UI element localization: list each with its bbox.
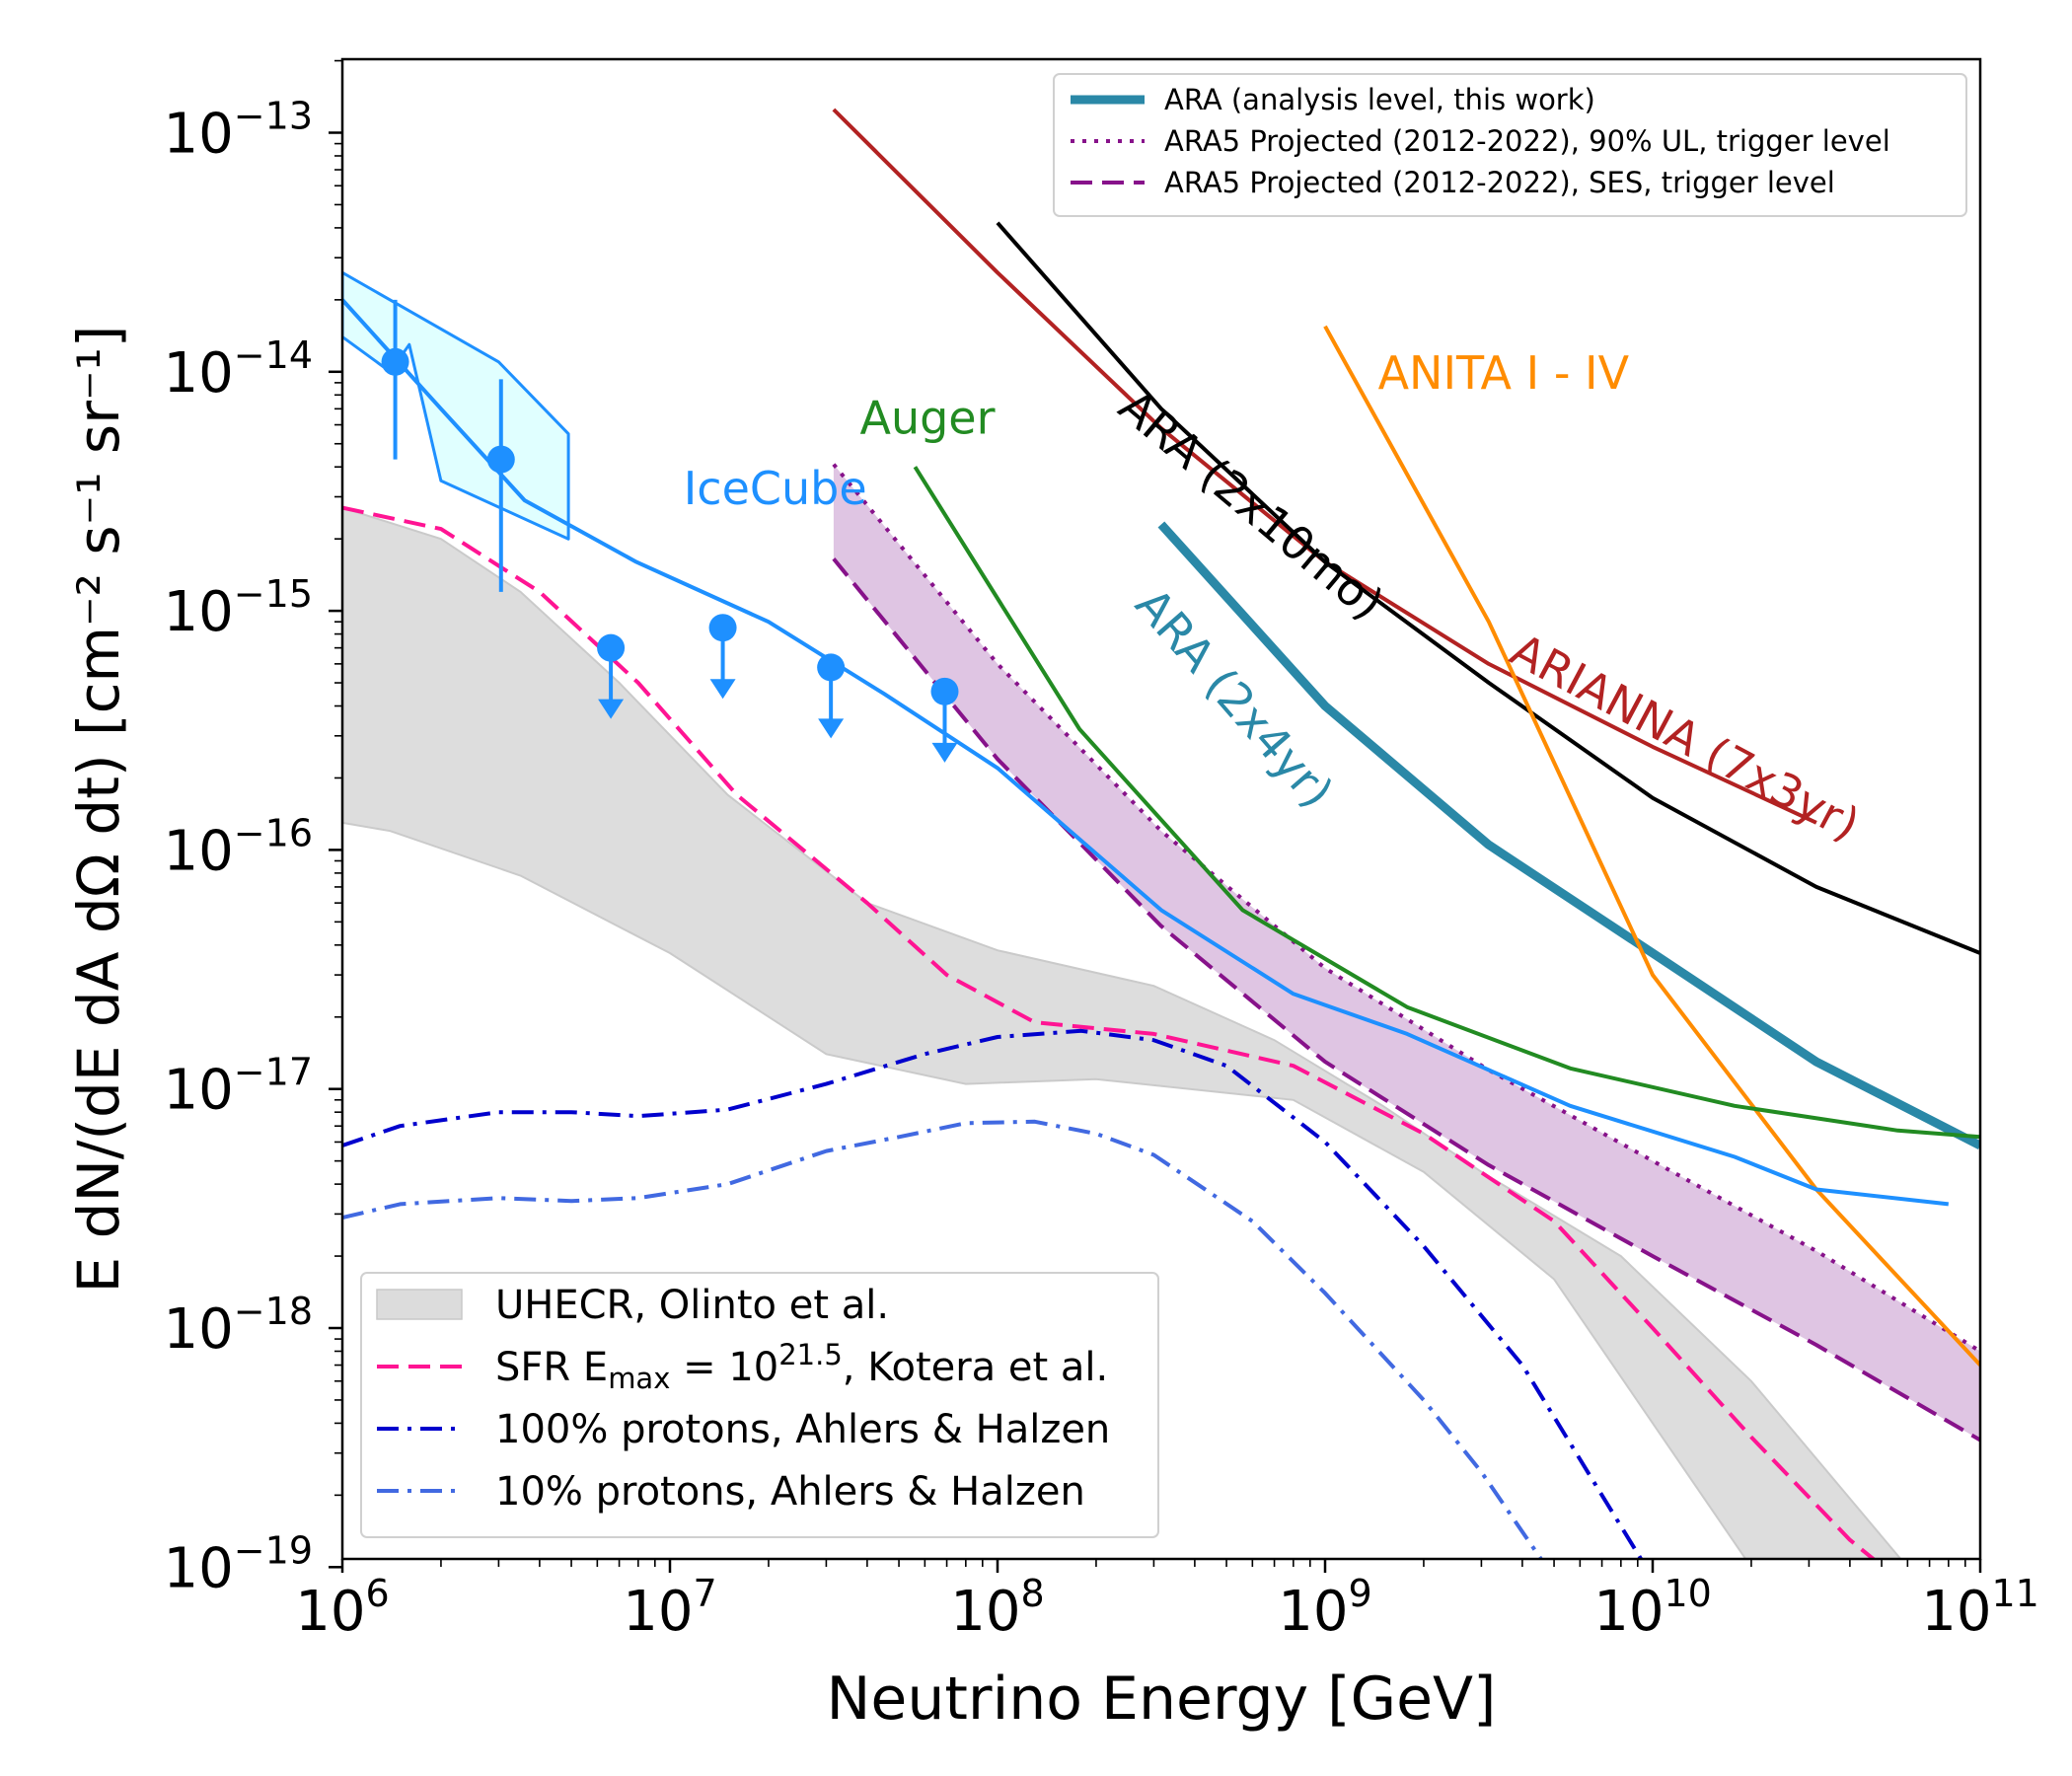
legend-bottom-label: 100% protons, Ahlers & Halzen bbox=[495, 1407, 1110, 1452]
annotation-icecube: IceCube bbox=[684, 462, 867, 515]
legend-bottom-frame bbox=[360, 1272, 1159, 1538]
axes: 106 107 108 109 1010 1011 10−13 10−14 10−15 10−16… bbox=[164, 59, 2039, 1644]
x-tick-label: 1011 bbox=[1921, 1572, 2039, 1644]
series-ara5-projected-2012-2022-ses-trigger-level bbox=[832, 557, 1980, 1443]
y-tick-label: 10−17 bbox=[164, 1051, 313, 1123]
legend-top-frame bbox=[1053, 73, 1967, 217]
y-tick-label: 10−19 bbox=[164, 1528, 313, 1600]
annotation-anita-i-iv: ANITA I - IV bbox=[1378, 346, 1630, 400]
icecube-upper-limit-arrow bbox=[818, 718, 845, 739]
icecube-upper-limit-arrow bbox=[598, 699, 625, 719]
series-auger bbox=[913, 466, 1980, 1140]
legend-bottom-label: UHECR, Olinto et al. bbox=[495, 1283, 889, 1328]
plot-frame bbox=[340, 57, 1982, 1561]
annotation-auger: Auger bbox=[859, 392, 995, 445]
y-axis-label: E dN/(dE dA dΩ dt) [cm⁻² s⁻¹ sr⁻¹] bbox=[65, 326, 132, 1294]
plot-area bbox=[342, 108, 1980, 1559]
icecube-upper-limit-arrow bbox=[931, 742, 958, 763]
series-ara5-projected-2012-2022-90-ul-trigger-level bbox=[832, 463, 1980, 1354]
series-icecube bbox=[342, 298, 1950, 1207]
series-anita-i-iv bbox=[1323, 325, 1980, 1367]
series-10-protons-ahlers-halzen bbox=[342, 1119, 1544, 1559]
legend-top-label: ARA5 Projected (2012-2022), SES, trigger… bbox=[1164, 166, 1835, 199]
y-tick-label: 10−14 bbox=[164, 333, 313, 406]
legend-bottom-label: 10% protons, Ahlers & Halzen bbox=[495, 1469, 1085, 1515]
icecube-data-point bbox=[381, 347, 409, 376]
band-ara5-projected-band bbox=[833, 464, 1980, 1441]
x-axis-label: Neutrino Energy [GeV] bbox=[827, 1665, 1497, 1734]
legend-bottom-swatch bbox=[376, 1289, 463, 1320]
icecube-fit-box bbox=[342, 270, 570, 541]
legend-bottom-label: SFR Emax = 1021.5, Kotera et al. bbox=[495, 1338, 1108, 1395]
y-tick-label: 10−18 bbox=[164, 1290, 313, 1362]
y-tick-label: 10−16 bbox=[164, 811, 313, 883]
series-ara-analysis-level-this-work bbox=[1157, 521, 1980, 1150]
x-tick-label: 109 bbox=[1278, 1572, 1371, 1644]
band-uhecr-olinto-et-al bbox=[342, 506, 1902, 1559]
x-tick-label: 107 bbox=[623, 1572, 716, 1644]
icecube-upper-limit-arrow bbox=[709, 679, 736, 700]
icecube-data-point bbox=[486, 445, 515, 474]
legend-top-label: ARA5 Projected (2012-2022), 90% UL, trig… bbox=[1164, 124, 1890, 158]
x-tick-label: 108 bbox=[950, 1572, 1044, 1644]
series-ara-2x10mo bbox=[996, 221, 1980, 955]
series-100-protons-ahlers-halzen bbox=[342, 1028, 1644, 1559]
legend-top-label: ARA (analysis level, this work) bbox=[1164, 83, 1595, 116]
legend-bottom: UHECR, Olinto et al. SFR Emax = 1021.5, K… bbox=[360, 1272, 1159, 1538]
y-tick-label: 10−15 bbox=[164, 572, 313, 644]
x-tick-label: 106 bbox=[295, 1572, 389, 1644]
x-tick-label: 1010 bbox=[1593, 1572, 1712, 1644]
series-sfr-e-max-10-21-5-kotera-et-al bbox=[342, 505, 1877, 1559]
y-tick-label: 10−13 bbox=[164, 95, 313, 167]
legend-top: ARA (analysis level, this work) ARA5 Proj… bbox=[1053, 73, 1967, 217]
